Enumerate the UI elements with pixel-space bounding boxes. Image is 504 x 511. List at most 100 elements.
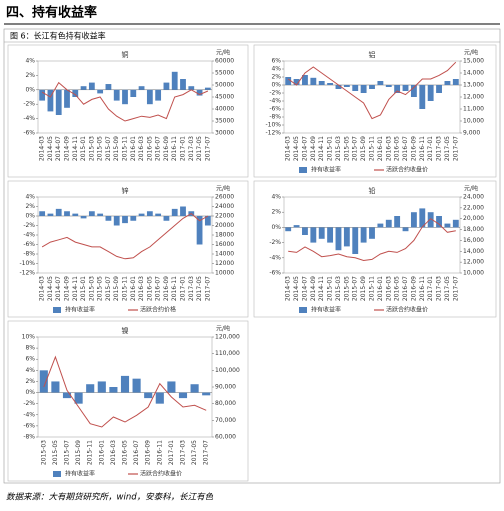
x-tick-label: 2016-03 (138, 276, 145, 301)
x-tick-label: 2015-05 (343, 136, 350, 161)
bar (97, 89, 104, 94)
x-tick-label: 2017-05 (444, 276, 451, 301)
panel-frame (253, 44, 497, 178)
plot-frame (283, 196, 461, 274)
x-tick-label: 2015-03 (88, 276, 95, 301)
x-tick-label: 2016-03 (385, 276, 392, 301)
x-tick-label: 2015-09 (360, 276, 367, 301)
bar (105, 84, 112, 90)
x-tick-label: 2016-05 (146, 136, 153, 161)
y-tick-label: -4% (23, 115, 35, 122)
bar (88, 82, 95, 90)
y2-tick-label: 16000 (215, 241, 234, 248)
y-tick-label: -8% (23, 434, 35, 441)
bar (155, 213, 162, 216)
x-tick-label: 2014-05 (47, 136, 54, 161)
panel-frame (7, 180, 249, 318)
bar (180, 206, 186, 216)
y2-tick-label: 40000 (215, 106, 234, 113)
y2-tick-label: 14,000 (463, 70, 484, 77)
y2-tick-label: 70,000 (215, 417, 236, 424)
y2-tick-label: 9,000 (463, 130, 480, 137)
x-tick-label: 2014-05 (293, 136, 300, 161)
y2-tick-label: 14,000 (463, 248, 484, 255)
legend-label: 持有收益率 (311, 306, 341, 314)
x-tick-label: 2017-03 (436, 276, 443, 301)
x-tick-label: 2017-05 (196, 276, 203, 301)
bar (402, 227, 409, 232)
bar (327, 227, 334, 243)
y2-tick-label: 12,000 (463, 259, 484, 266)
figure-frame (3, 28, 501, 484)
x-tick-label: 2016-01 (98, 440, 105, 465)
y-tick-label: -6% (23, 130, 35, 137)
x-tick-label: 2015-07 (105, 136, 112, 161)
bar (155, 89, 162, 101)
bar (109, 387, 118, 393)
x-tick-label: 2014-07 (301, 136, 308, 161)
x-tick-label: 2015-03 (335, 136, 342, 161)
y-tick-label: 4% (271, 194, 281, 201)
x-tick-label: 2017-01 (427, 276, 434, 301)
x-tick-label: 2015-07 (352, 276, 359, 301)
x-tick-label: 2017-07 (204, 276, 211, 301)
y-tick-label: 4% (25, 367, 35, 374)
y-tick-label: -8% (269, 114, 281, 121)
bar (138, 213, 145, 216)
bar (72, 213, 79, 216)
bar (163, 82, 170, 90)
bar (302, 227, 308, 235)
bar (310, 77, 317, 85)
x-tick-label: 2015-09 (113, 276, 120, 301)
legend-swatch (53, 471, 61, 477)
bar (155, 392, 164, 404)
y-tick-label: -2% (269, 90, 281, 97)
legend-label: 活跃合约收盘价 (140, 470, 182, 478)
x-tick-label: 2017-03 (188, 276, 195, 301)
y-tick-label: 0% (25, 86, 35, 93)
bar (360, 85, 367, 93)
source-note: 数据来源：大有期货研究所，wind，安泰科，长江有色 (6, 492, 214, 503)
bar (97, 381, 106, 393)
x-tick-label: 2014-11 (318, 136, 325, 161)
y2-tick-label: 10000 (215, 270, 234, 277)
y-tick-label: -10% (19, 260, 35, 267)
y-tick-label: -12% (265, 130, 281, 137)
bar (204, 87, 211, 90)
y2-tick-label: 24,000 (463, 194, 484, 201)
x-tick-label: 2014-11 (72, 276, 79, 301)
bar (452, 219, 459, 228)
bar (138, 86, 145, 90)
bar (146, 89, 153, 105)
chart-title: 锌 (122, 186, 129, 195)
bar (427, 85, 434, 101)
bar (132, 378, 141, 393)
x-tick-label: 2016-11 (171, 276, 178, 301)
legend-label: 持有收益率 (65, 470, 95, 478)
bar (369, 85, 375, 89)
bar (335, 85, 342, 89)
y-tick-label: -6% (269, 270, 281, 277)
x-tick-label: 2016-05 (394, 136, 401, 161)
y2-tick-label: 50000 (215, 82, 234, 89)
y2-tick-label: 55000 (215, 70, 234, 77)
y-tick-label: 6% (271, 58, 281, 65)
x-tick-label: 2017-07 (452, 276, 459, 301)
legend-label: 持有收益率 (311, 166, 341, 174)
bar (394, 216, 401, 228)
y2-tick-label: 110,000 (215, 350, 240, 357)
x-tick-label: 2016-11 (419, 136, 426, 161)
y2-unit: 元/吨 (216, 185, 230, 193)
y-tick-label: 0% (25, 213, 35, 220)
y-tick-label: -4% (23, 411, 35, 418)
panel-frame (7, 320, 249, 482)
x-tick-label: 2016-11 (419, 276, 426, 301)
bar (144, 392, 153, 399)
bar (202, 392, 211, 396)
y-tick-label: -4% (269, 254, 281, 261)
bar (360, 227, 367, 243)
bar (444, 223, 451, 228)
x-tick-label: 2015-01 (327, 276, 334, 301)
x-tick-label: 2016-11 (171, 136, 178, 161)
legend-label: 活跃合约收盘价 (386, 306, 428, 314)
